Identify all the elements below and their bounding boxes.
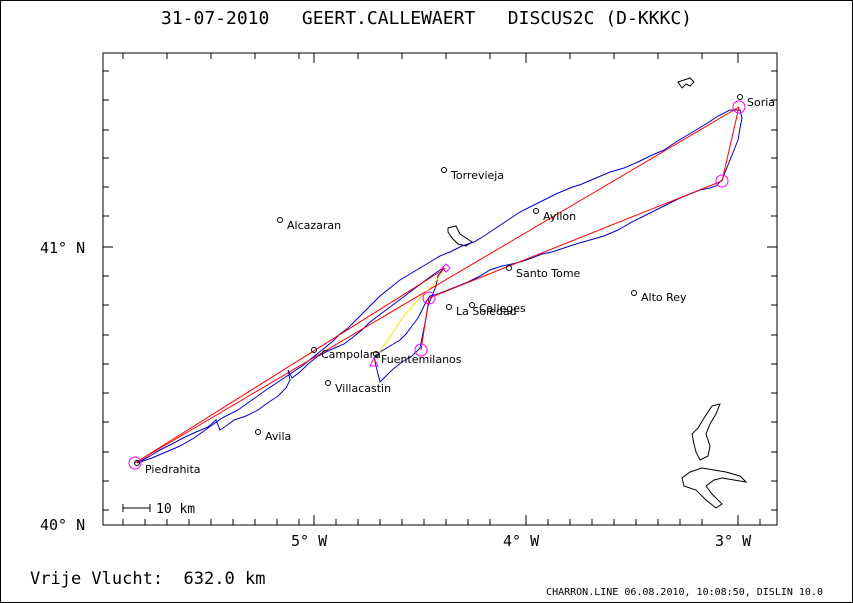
town-alcazaran: Alcazaran <box>287 219 341 232</box>
turnpoints <box>128 100 746 470</box>
flight-date: 31-07-2010 <box>160 8 270 29</box>
lon-label-5w: 5° W <box>291 532 328 550</box>
town-piedrahita: Piedrahita <box>145 463 201 476</box>
town-torrevieja: Torrevieja <box>450 169 504 182</box>
town-villacastin: Villacastin <box>335 382 391 395</box>
distance-label: Vrije Vlucht: <box>30 569 164 589</box>
scale-label: 10 km <box>156 502 195 517</box>
distance-summary: Vrije Vlucht: 632.0 km <box>30 569 265 589</box>
town-calleges: Calleges <box>479 302 526 315</box>
reservoir-outlines <box>447 77 748 509</box>
town-santo-tome: Santo Tome <box>516 267 581 280</box>
lat-label-41: 41° N <box>40 239 85 257</box>
flight-title: 31-07-2010 GEERT.CALLEWAERT DISCUS2C (D-… <box>0 8 853 29</box>
town-ayllon: Ayllon <box>543 210 576 223</box>
flight-track <box>136 109 743 464</box>
distance-value: 632.0 km <box>183 569 266 589</box>
town-fuentemilanos: Fuentemilanos <box>381 353 462 366</box>
town-soria: Soria <box>747 96 775 109</box>
credit-line: CHARRON.LINE 06.08.2010, 10:08:50, DISLI… <box>546 587 823 598</box>
axis-ticks <box>103 53 777 525</box>
town-markers <box>134 94 743 466</box>
lat-label-40: 40° N <box>40 516 85 534</box>
scale-bar <box>122 504 151 512</box>
aircraft-name: DISCUS2C (D-KKKC) <box>507 8 693 29</box>
alternate-leg <box>373 267 447 363</box>
lon-label-4w: 4° W <box>503 532 540 550</box>
town-avila: Avila <box>265 430 291 443</box>
lon-label-3w: 3° W <box>715 532 752 550</box>
plot-area <box>102 52 778 526</box>
pilot-name: GEERT.CALLEWAERT <box>301 8 476 29</box>
town-campolara: Campolara <box>321 348 381 361</box>
town-alto-rey: Alto Rey <box>641 291 687 304</box>
town-la-soledad: La Soledad <box>456 305 517 318</box>
task-legs <box>134 106 740 464</box>
